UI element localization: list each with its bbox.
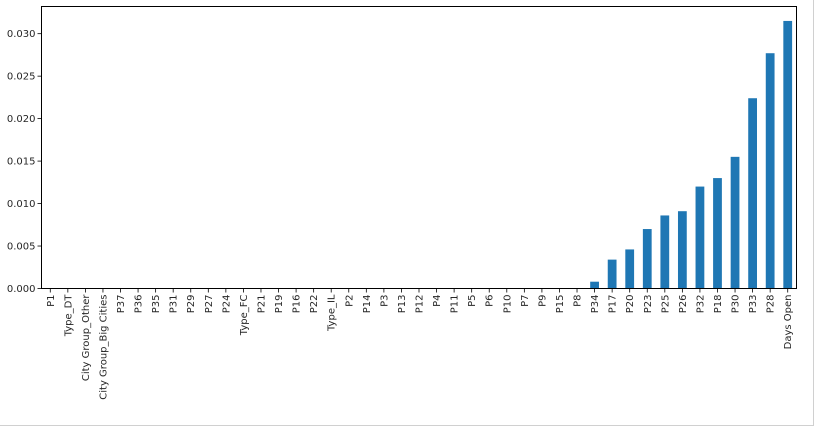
bar bbox=[765, 53, 775, 289]
bar bbox=[748, 98, 757, 289]
bar bbox=[642, 229, 652, 289]
x-tick-label: P5 bbox=[467, 295, 478, 307]
x-tick-label: P29 bbox=[186, 295, 197, 314]
y-tick-label: 0.015 bbox=[7, 157, 36, 168]
x-tick-label: P30 bbox=[731, 295, 742, 314]
x-tick-label: P12 bbox=[415, 295, 426, 314]
x-tick-label: P13 bbox=[397, 295, 408, 314]
x-tick-label: P25 bbox=[660, 295, 671, 314]
x-tick-label: P8 bbox=[573, 295, 584, 307]
y-tick-label: 0.000 bbox=[7, 284, 36, 295]
x-tick-label: City Group_Other bbox=[81, 294, 92, 382]
x-tick-label: P1 bbox=[46, 295, 57, 307]
x-tick-label: P10 bbox=[502, 295, 513, 314]
x-tick-label: Type_DT bbox=[63, 294, 74, 338]
x-tick-label: P14 bbox=[362, 295, 373, 314]
x-tick-label: P37 bbox=[116, 295, 127, 314]
y-tick-label: 0.025 bbox=[7, 72, 36, 83]
bar bbox=[730, 156, 740, 289]
x-tick-label: Days Open bbox=[783, 295, 794, 350]
x-tick-label: P3 bbox=[379, 295, 390, 307]
y-tick-label: 0.020 bbox=[7, 114, 36, 125]
x-tick-label: P6 bbox=[485, 295, 496, 307]
y-tick-label: 0.010 bbox=[7, 199, 36, 210]
bar bbox=[713, 178, 722, 289]
x-tick-label: P15 bbox=[555, 295, 566, 314]
x-tick-label: P32 bbox=[695, 295, 706, 314]
x-tick-label: P18 bbox=[713, 295, 724, 314]
x-tick-label: P26 bbox=[678, 295, 689, 314]
bars-group bbox=[590, 20, 793, 289]
y-tick-label: 0.005 bbox=[7, 242, 36, 253]
x-tick-label: P16 bbox=[292, 295, 303, 314]
bar bbox=[625, 249, 635, 289]
x-tick-label: City Group_Big Cities bbox=[98, 295, 109, 400]
x-tick-label: P24 bbox=[221, 295, 232, 314]
x-tick-label: P2 bbox=[344, 295, 355, 307]
x-tick-label: P36 bbox=[134, 295, 145, 314]
bar bbox=[783, 20, 793, 289]
x-tick-label: P20 bbox=[625, 295, 636, 314]
x-tick-label: P11 bbox=[450, 295, 461, 314]
bar bbox=[607, 259, 617, 289]
x-tick-label: P34 bbox=[590, 295, 601, 314]
x-tick-label: Type_IL bbox=[327, 294, 338, 332]
y-axis: 0.000 0.005 0.010 0.015 0.020 0.025 0.030 bbox=[7, 29, 42, 295]
x-tick-label: P17 bbox=[608, 295, 619, 314]
x-tick-label: P21 bbox=[256, 295, 267, 314]
axes-frame bbox=[41, 6, 797, 289]
bar bbox=[677, 211, 687, 289]
x-tick-label: P4 bbox=[432, 295, 443, 307]
x-tick-label: P9 bbox=[537, 295, 548, 307]
x-tick-label: P28 bbox=[766, 295, 777, 314]
x-tick-label: P22 bbox=[309, 295, 320, 314]
x-tick-label: Type_FC bbox=[239, 294, 250, 336]
x-tick-label: P19 bbox=[274, 295, 285, 314]
x-tick-label: P27 bbox=[204, 295, 215, 314]
y-tick-label: 0.030 bbox=[7, 29, 36, 40]
x-tick-label: P35 bbox=[151, 295, 162, 314]
x-tick-label: P23 bbox=[643, 295, 654, 314]
bar bbox=[695, 186, 705, 289]
x-tick-label: P33 bbox=[748, 295, 759, 314]
bar bbox=[660, 215, 670, 289]
bar bbox=[590, 281, 599, 289]
x-axis: P1 Type_DT City Group_Other City Group_Big … bbox=[46, 288, 794, 400]
x-tick-label: P31 bbox=[169, 295, 180, 314]
x-tick-label: P7 bbox=[520, 295, 531, 307]
